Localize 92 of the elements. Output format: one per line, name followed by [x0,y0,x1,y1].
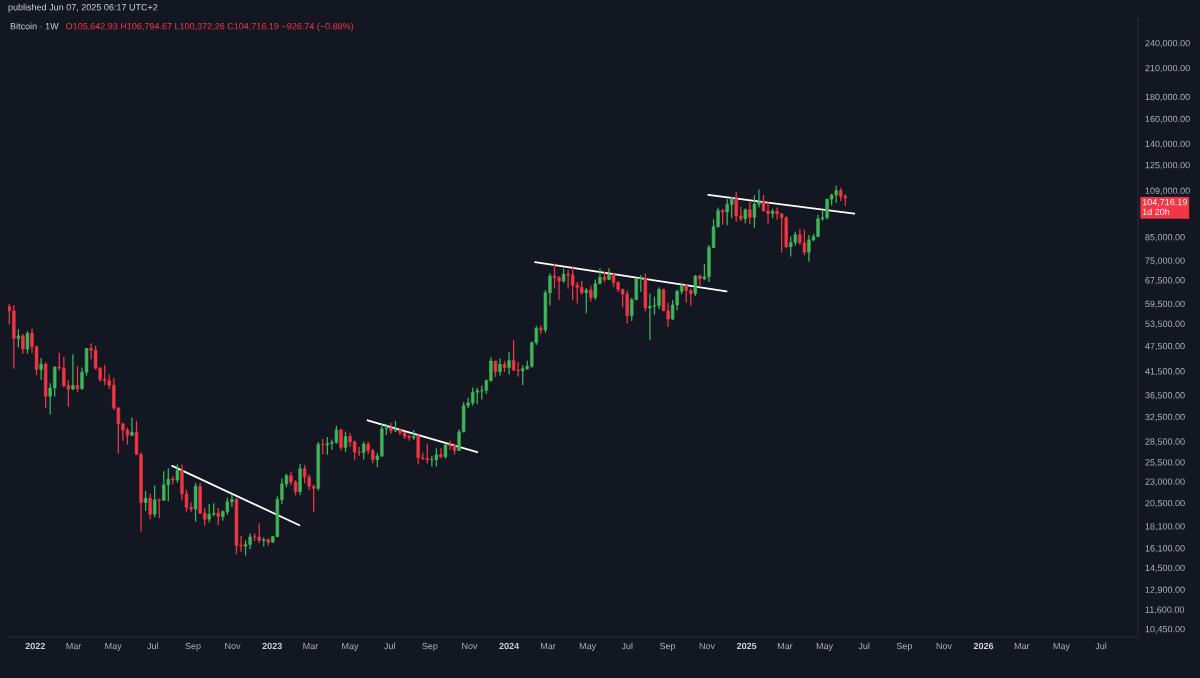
x-tick-label: Mar [540,642,556,650]
candlestick [12,304,16,370]
x-tick-label: 2023 [262,642,282,650]
candlestick [593,278,598,301]
x-tick-label: Nov [936,642,952,650]
y-tick-label: 11,600.00 [1145,606,1185,614]
x-tick-label: May [105,642,122,651]
candlestick [302,464,307,485]
y-tick-label: 16,100.00 [1145,545,1185,553]
y-tick-label: 160,000.00 [1145,115,1190,124]
candlestick [779,212,784,254]
candlestick [584,287,588,314]
chart-subtitle: O105,642.93 H106,794.67 L100,372.26 C104,716.19 −926.74 (−0.88%) [66,22,354,32]
x-tick-label: Mar [303,642,319,650]
candlestick [802,228,807,256]
candlestick [16,328,21,349]
candlestick [425,443,429,465]
x-tick-label: 2026 [973,642,994,650]
y-tick-label: 47,500.00 [1145,342,1185,351]
candlestick [343,430,348,453]
chart-title: Bitcoin · 1W [10,22,59,30]
y-tick-label: 125,000.00 [1145,161,1190,170]
candlestick [171,475,175,485]
x-tick-label: May [579,642,597,651]
y-tick-label: 18,100.00 [1145,523,1185,531]
candlestick [193,482,198,523]
x-tick-label: Mar [1014,642,1030,650]
y-tick-label: 240,000.00 [1145,39,1190,48]
y-tick-label: 14,500.00 [1145,564,1185,573]
x-tick-label: Sep [422,642,438,651]
x-tick-label: 2025 [736,642,757,650]
y-tick-label: 20,500.00 [1145,499,1185,508]
y-tick-label: 41,500.00 [1145,368,1185,376]
x-tick-label: Jul [147,642,158,650]
x-tick-label: Jul [1095,642,1107,650]
text: published Jun 07, 2025 06:17 UTC+2 [8,3,158,13]
candlestick [434,447,439,468]
x-tick-label: Nov [225,642,241,650]
x-tick-label: May [1053,642,1070,651]
y-tick-label: 32,500.00 [1145,413,1185,422]
y-tick-label: 75,000.00 [1145,257,1185,265]
candlestick [521,364,525,386]
candlestick [153,484,157,518]
x-tick-label: Mar [66,642,82,650]
candlestick [693,274,698,297]
candlestick [643,272,648,312]
candlestick [234,497,239,555]
candlestick [511,339,516,372]
y-tick-label: 180,000.00 [1145,93,1190,102]
x-tick-label: Nov [462,642,478,650]
x-tick-label: May [342,642,359,651]
candlestick [352,439,357,461]
y-tick-label: 67,500.00 [1145,277,1185,285]
x-tick-label: 2022 [25,642,45,650]
x-tick-label: Jul [384,642,395,650]
x-tick-label: Sep [185,642,201,651]
y-tick-label: 28,500.00 [1145,438,1185,446]
x-tick-label: 2024 [499,642,520,650]
candlestick [784,215,788,250]
candlestick [43,361,48,409]
candlestick [175,463,180,484]
candlestick [625,289,629,325]
y-tick-label: 59,500.00 [1145,300,1185,309]
y-tick-label: 85,000.00 [1145,234,1185,242]
text: 104,716.19 1d 20h [1142,198,1187,216]
x-tick-label: Jul [858,642,870,650]
y-tick-label: 23,000.00 [1145,478,1185,486]
candlestick [570,265,575,301]
candlestick [25,330,30,355]
candlestick [143,490,148,512]
y-tick-label: 109,000.00 [1145,187,1190,195]
candlestick [162,470,166,502]
y-tick-label: 53,500.00 [1145,320,1185,329]
x-tick-label: Jul [621,642,633,650]
candlestick [75,365,80,393]
x-tick-label: Sep [896,642,912,651]
candlestick [157,497,161,519]
y-tick-label: 12,900.00 [1145,586,1185,594]
y-tick-label: 36,500.00 [1145,392,1185,400]
x-tick-label: Nov [699,642,716,650]
y-tick-label: 10,450.00 [1145,625,1185,634]
candlestick [257,522,261,544]
x-tick-label: Sep [659,642,676,651]
candlestick [316,441,320,492]
candlestick [752,194,757,229]
y-tick-label: 210,000.00 [1145,64,1190,73]
x-tick-label: May [816,642,834,651]
y-tick-label: 25,500.00 [1145,459,1185,467]
candlestick [789,235,793,258]
y-tick-label: 140,000.00 [1145,140,1190,149]
candlestick [166,467,170,502]
x-tick-label: Mar [777,642,793,650]
